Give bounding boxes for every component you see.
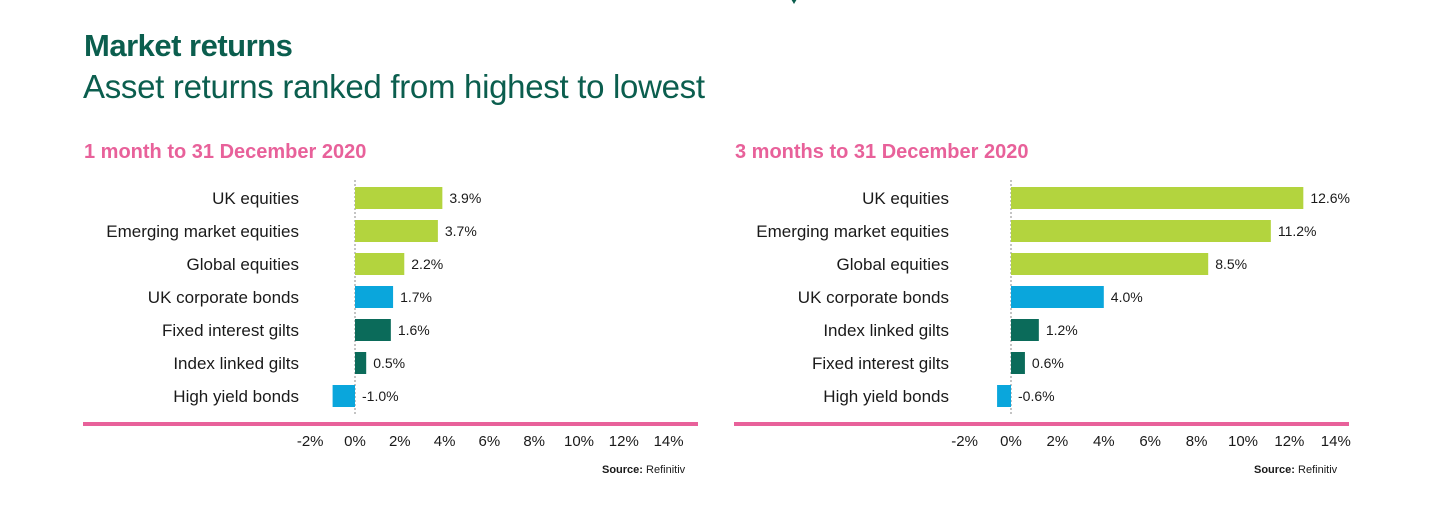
chart-2-value-label: 4.0% [1111,289,1143,305]
chart-2-category-label: Fixed interest gilts [812,354,949,373]
chart-1-bar [355,253,405,275]
chart-1-x-tick-label: 12% [609,433,639,450]
chart-1-category-label: Emerging market equities [106,222,299,241]
chart-2-x-tick-label: 0% [1000,433,1022,450]
chart-2-bar [1011,286,1104,308]
chart-2-bar [1011,352,1025,374]
chart-2-bar [1011,319,1039,341]
chart-1-bar [355,286,394,308]
chart-1-category-label: Global equities [187,255,299,274]
chart-1-x-tick-label: 0% [344,433,366,450]
chart-1-value-label: 1.6% [398,322,430,338]
chart-1-value-label: 3.9% [449,190,481,206]
chart-2-title: 3 months to 31 December 2020 [735,141,1029,163]
chart-1-bar [332,385,355,407]
chart-1-bar [355,187,443,209]
chart-1-value-label: 1.7% [400,289,432,305]
chart-1-category-label: UK corporate bonds [148,288,299,307]
chart-2-value-label: -0.6% [1018,388,1055,404]
chart-1-value-label: 2.2% [411,256,443,272]
chart-1-x-tick-label: 2% [389,433,411,450]
chart-2-value-label: 11.2% [1278,223,1317,239]
chart-1-source-label: Source: [602,464,643,476]
chart-2-x-tick-label: 10% [1228,433,1258,450]
page-marker-arrow [788,0,800,4]
chart-1-bar [355,352,367,374]
chart-2-category-label: High yield bonds [823,387,949,406]
chart-1-category-label: Fixed interest gilts [162,321,299,340]
chart-1-source: Source: Refinitiv [602,464,685,476]
chart-2-bar [1011,187,1304,209]
chart-1-x-tick-label: 4% [434,433,456,450]
chart-2-bar [1011,220,1271,242]
chart-2-x-tick-label: 6% [1139,433,1161,450]
page-title: Market returns [84,28,293,63]
chart-2-value-label: 0.6% [1032,355,1064,371]
chart-1-value-label: 0.5% [373,355,405,371]
chart-1-x-tick-label: 8% [523,433,545,450]
chart-1-x-tick-label: 10% [564,433,594,450]
chart-1-bar [355,319,391,341]
chart-2-category-label: UK corporate bonds [798,288,949,307]
chart-1-x-tick-label: -2% [297,433,324,450]
chart-1-axis-line [83,422,698,426]
chart-2-value-label: 8.5% [1215,256,1247,272]
chart-2-axis-line [734,422,1349,426]
chart-2-source-label: Source: [1254,464,1295,476]
chart-2-source: Source: Refinitiv [1254,464,1337,476]
chart-1-value-label: -1.0% [362,388,399,404]
chart-2-x-tick-label: -2% [951,433,978,450]
chart-1-source-value: Refinitiv [646,464,686,476]
chart-1-category-label: Index linked gilts [173,354,299,373]
chart-1-category-label: High yield bonds [173,387,299,406]
chart-2-bar [997,385,1011,407]
chart-2-bar [1011,253,1209,275]
chart-1-x-tick-label: 14% [654,433,684,450]
chart-2-x-tick-label: 4% [1093,433,1115,450]
chart-1-category-label: UK equities [212,189,299,208]
chart-2-value-label: 1.2% [1046,322,1078,338]
chart-2-category-label: UK equities [862,189,949,208]
chart-2-category-label: Index linked gilts [823,321,949,340]
chart-1-value-label: 3.7% [445,223,477,239]
chart-2-category-label: Emerging market equities [756,222,949,241]
chart-2-x-tick-label: 2% [1047,433,1069,450]
chart-2-x-tick-label: 12% [1274,433,1304,450]
chart-2-x-tick-label: 14% [1321,433,1351,450]
chart-2-category-label: Global equities [837,255,949,274]
chart-2-x-tick-label: 8% [1186,433,1208,450]
page-subtitle: Asset returns ranked from highest to low… [83,68,705,105]
chart-1-bar [355,220,438,242]
chart-1-x-tick-label: 6% [479,433,501,450]
chart-1-title: 1 month to 31 December 2020 [84,141,367,163]
chart-2-source-value: Refinitiv [1298,464,1338,476]
chart-2-value-label: 12.6% [1310,190,1350,206]
